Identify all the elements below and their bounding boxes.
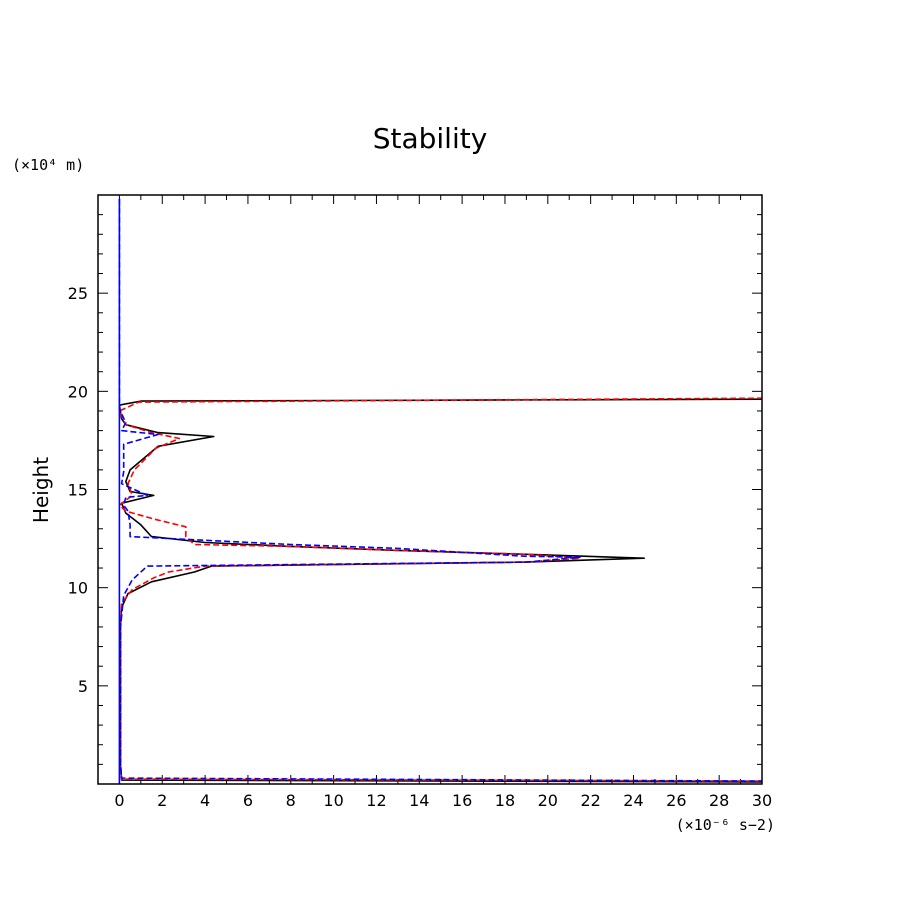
- x-tick-label: 18: [495, 791, 515, 810]
- x-tick-label: 26: [666, 791, 686, 810]
- series-lines: [118, 198, 763, 784]
- x-tick-label: 2: [157, 791, 167, 810]
- y-tick-label: 20: [68, 382, 88, 401]
- x-tick-label: 8: [286, 791, 296, 810]
- x-tick-label: 12: [366, 791, 386, 810]
- x-axis-unit-label: (×10⁻⁶ s−2): [676, 816, 775, 834]
- x-tick-label: 14: [409, 791, 429, 810]
- y-axis-unit-label: (×10⁴ m): [12, 156, 84, 174]
- plot-frame: [97, 194, 763, 785]
- y-tick-label: 10: [68, 579, 88, 598]
- y-axis-label: Height: [29, 457, 53, 523]
- x-tick-label: 6: [243, 791, 253, 810]
- x-tick-label: 10: [323, 791, 343, 810]
- x-tick-label: 24: [623, 791, 643, 810]
- x-tick-label: 4: [200, 791, 210, 810]
- y-tick-label: 25: [68, 284, 88, 303]
- x-tick-label: 30: [752, 791, 772, 810]
- chart-title: Stability: [373, 122, 488, 155]
- x-tick-label: 28: [709, 791, 729, 810]
- x-tick-label: 20: [538, 791, 558, 810]
- y-tick-label: 15: [68, 481, 88, 500]
- y-tick-label: 5: [78, 677, 88, 696]
- x-tick-label: 16: [452, 791, 472, 810]
- x-tick-label: 0: [114, 791, 124, 810]
- series-line-2: [118, 198, 763, 782]
- x-tick-label: 22: [580, 791, 600, 810]
